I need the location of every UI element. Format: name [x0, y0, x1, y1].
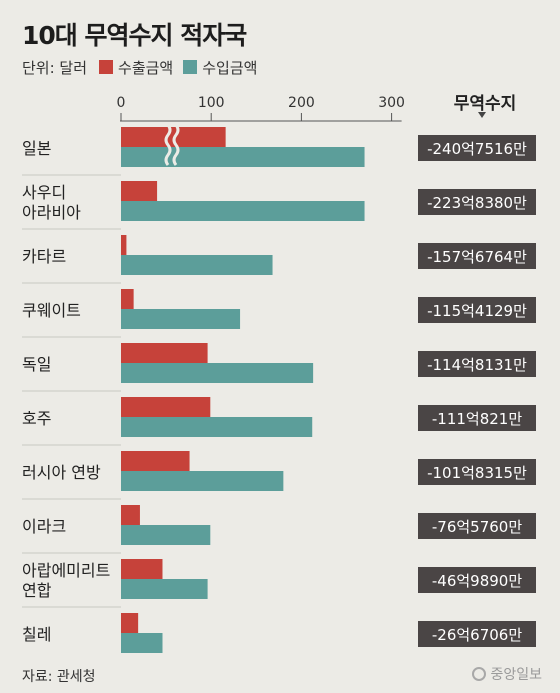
import-bar — [121, 147, 365, 167]
category-label: 독일 — [22, 355, 51, 374]
balance-value: -76억5760만 — [432, 518, 522, 536]
x-tick-label: 200 — [288, 95, 315, 111]
balance-value: -111억821만 — [432, 410, 522, 428]
export-bar — [121, 343, 208, 363]
legend-item-import: 수입금액 — [183, 57, 257, 78]
category-label: 칠레 — [22, 625, 51, 644]
balance-badge — [418, 405, 536, 431]
category-label: 아라비아 — [22, 203, 81, 222]
category-label: 쿠웨이트 — [22, 301, 81, 320]
export-bar — [121, 505, 140, 525]
x-tick-label: 300 — [378, 95, 405, 111]
import-bar — [121, 579, 208, 599]
category-label: 아랍에미리트 — [22, 561, 110, 580]
balance-value: -223억8380만 — [427, 194, 527, 212]
import-bar — [121, 309, 241, 329]
unit-label: 단위: 달러 — [22, 58, 88, 77]
x-tick-label: 100 — [198, 95, 225, 111]
balance-header: 무역수지 — [453, 94, 517, 114]
category-label: 러시아 연방 — [22, 463, 101, 482]
balance-badge — [418, 351, 536, 377]
balance-value: -115억4129만 — [427, 302, 527, 320]
chart-title: 10대 무역수지 적자국 — [22, 21, 247, 50]
logo-text: 중앙일보 — [490, 667, 542, 683]
balance-badge — [418, 621, 536, 647]
legend: 단위: 달러 수출금액 수입금액 — [22, 56, 267, 78]
legend-item-export: 수출금액 — [99, 57, 173, 78]
category-label: 연합 — [22, 581, 52, 600]
balance-badge — [418, 135, 536, 161]
axis-break-mark — [164, 124, 172, 166]
balance-value: -114억8131만 — [427, 356, 527, 374]
export-bar — [121, 235, 127, 255]
category-label: 일본 — [22, 139, 51, 158]
export-bar — [121, 289, 134, 309]
balance-value: -26억6706만 — [432, 626, 522, 644]
import-bar — [121, 525, 211, 545]
balance-value: -240억7516만 — [427, 140, 527, 158]
export-bar — [121, 181, 158, 201]
balance-badge — [418, 459, 536, 485]
balance-value: -157억6764만 — [427, 248, 527, 266]
balance-badge — [418, 297, 536, 323]
balance-value: -46억9890만 — [432, 572, 522, 590]
balance-badge — [418, 189, 536, 215]
source-note: 자료: 관세청 — [22, 669, 96, 685]
legend-label-import: 수입금액 — [202, 58, 258, 77]
category-label: 사우디 — [22, 183, 66, 202]
import-bar — [121, 363, 314, 383]
import-bar — [121, 201, 365, 221]
export-bar — [121, 613, 139, 633]
x-tick-label: 0 — [117, 95, 126, 111]
import-bar — [121, 417, 313, 437]
category-label: 호주 — [22, 409, 51, 428]
balance-arrow-icon — [478, 112, 486, 118]
export-bar — [121, 451, 190, 471]
import-bar — [121, 471, 284, 491]
import-bar — [121, 255, 273, 275]
legend-swatch-import — [183, 60, 198, 74]
balance-value: -101억8315만 — [427, 464, 527, 482]
balance-badge — [418, 513, 536, 539]
legend-swatch-export — [99, 60, 114, 74]
publisher-logo: 중앙일보 — [472, 664, 542, 684]
import-bar — [121, 633, 163, 653]
category-label: 이라크 — [22, 517, 66, 536]
balance-badge — [418, 567, 536, 593]
export-bar — [121, 559, 163, 579]
axis-break-mark — [172, 124, 180, 166]
category-label: 카타르 — [22, 247, 66, 266]
balance-badge — [418, 243, 536, 269]
logo-mark-icon — [472, 667, 487, 681]
export-bar — [121, 397, 211, 417]
legend-label-export: 수출금액 — [118, 58, 174, 77]
